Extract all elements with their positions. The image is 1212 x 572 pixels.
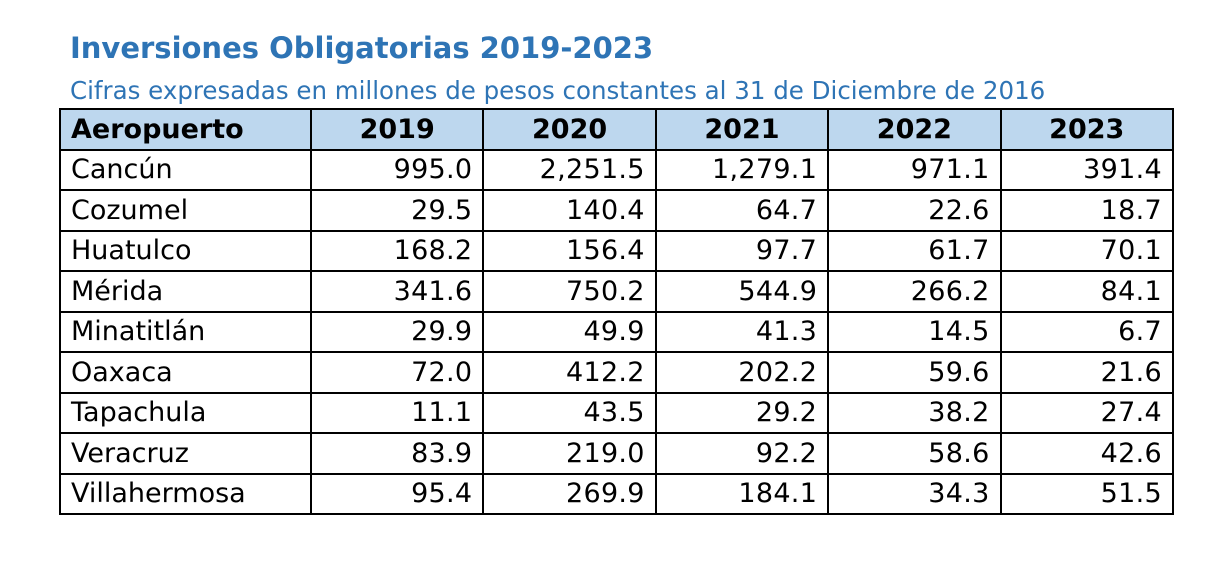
airport-name-cell: Mérida (60, 271, 311, 312)
column-header-2023: 2023 (1001, 109, 1173, 150)
value-cell-2023: 391.4 (1001, 150, 1173, 191)
airport-name-cell: Veracruz (60, 433, 311, 474)
table-row: Oaxaca 72.0 412.2 202.2 59.6 21.6 (60, 352, 1173, 393)
table-row: Tapachula 11.1 43.5 29.2 38.2 27.4 (60, 393, 1173, 434)
airport-name-cell: Cancún (60, 150, 311, 191)
value-cell-2022: 22.6 (828, 190, 1000, 231)
value-cell-2021: 184.1 (656, 474, 828, 515)
value-cell-2022: 14.5 (828, 312, 1000, 353)
value-cell-2019: 168.2 (311, 231, 483, 272)
value-cell-2021: 202.2 (656, 352, 828, 393)
page-subtitle: Cifras expresadas en millones de pesos c… (70, 74, 1045, 108)
value-cell-2019: 29.5 (311, 190, 483, 231)
value-cell-2020: 2,251.5 (483, 150, 655, 191)
value-cell-2021: 92.2 (656, 433, 828, 474)
airport-name-cell: Tapachula (60, 393, 311, 434)
value-cell-2023: 18.7 (1001, 190, 1173, 231)
airport-name-cell: Villahermosa (60, 474, 311, 515)
value-cell-2019: 341.6 (311, 271, 483, 312)
value-cell-2020: 412.2 (483, 352, 655, 393)
value-cell-2019: 83.9 (311, 433, 483, 474)
value-cell-2022: 38.2 (828, 393, 1000, 434)
value-cell-2021: 544.9 (656, 271, 828, 312)
column-header-2020: 2020 (483, 109, 655, 150)
value-cell-2021: 97.7 (656, 231, 828, 272)
value-cell-2022: 59.6 (828, 352, 1000, 393)
value-cell-2022: 61.7 (828, 231, 1000, 272)
airport-name-cell: Cozumel (60, 190, 311, 231)
value-cell-2023: 70.1 (1001, 231, 1173, 272)
investments-table: Aeropuerto 2019 2020 2021 2022 2023 Canc… (59, 108, 1174, 515)
column-header-2021: 2021 (656, 109, 828, 150)
airport-name-cell: Huatulco (60, 231, 311, 272)
table-row: Mérida 341.6 750.2 544.9 266.2 84.1 (60, 271, 1173, 312)
column-header-airport: Aeropuerto (60, 109, 311, 150)
value-cell-2019: 72.0 (311, 352, 483, 393)
value-cell-2023: 27.4 (1001, 393, 1173, 434)
value-cell-2020: 140.4 (483, 190, 655, 231)
airport-name-cell: Minatitlán (60, 312, 311, 353)
value-cell-2023: 21.6 (1001, 352, 1173, 393)
value-cell-2020: 43.5 (483, 393, 655, 434)
value-cell-2022: 34.3 (828, 474, 1000, 515)
value-cell-2021: 41.3 (656, 312, 828, 353)
table-row: Cozumel 29.5 140.4 64.7 22.6 18.7 (60, 190, 1173, 231)
value-cell-2020: 219.0 (483, 433, 655, 474)
table-row: Huatulco 168.2 156.4 97.7 61.7 70.1 (60, 231, 1173, 272)
value-cell-2020: 49.9 (483, 312, 655, 353)
value-cell-2022: 266.2 (828, 271, 1000, 312)
value-cell-2020: 269.9 (483, 474, 655, 515)
column-header-2022: 2022 (828, 109, 1000, 150)
value-cell-2023: 84.1 (1001, 271, 1173, 312)
value-cell-2020: 750.2 (483, 271, 655, 312)
value-cell-2023: 42.6 (1001, 433, 1173, 474)
value-cell-2021: 1,279.1 (656, 150, 828, 191)
table-row: Cancún 995.0 2,251.5 1,279.1 971.1 391.4 (60, 150, 1173, 191)
value-cell-2020: 156.4 (483, 231, 655, 272)
airport-name-cell: Oaxaca (60, 352, 311, 393)
value-cell-2019: 95.4 (311, 474, 483, 515)
value-cell-2023: 51.5 (1001, 474, 1173, 515)
page-title: Inversiones Obligatorias 2019-2023 (70, 28, 653, 68)
value-cell-2023: 6.7 (1001, 312, 1173, 353)
table-row: Veracruz 83.9 219.0 92.2 58.6 42.6 (60, 433, 1173, 474)
value-cell-2021: 29.2 (656, 393, 828, 434)
value-cell-2022: 971.1 (828, 150, 1000, 191)
value-cell-2019: 995.0 (311, 150, 483, 191)
value-cell-2019: 11.1 (311, 393, 483, 434)
table-row: Minatitlán 29.9 49.9 41.3 14.5 6.7 (60, 312, 1173, 353)
value-cell-2022: 58.6 (828, 433, 1000, 474)
table-header-row: Aeropuerto 2019 2020 2021 2022 2023 (60, 109, 1173, 150)
table-row: Villahermosa 95.4 269.9 184.1 34.3 51.5 (60, 474, 1173, 515)
value-cell-2021: 64.7 (656, 190, 828, 231)
column-header-2019: 2019 (311, 109, 483, 150)
value-cell-2019: 29.9 (311, 312, 483, 353)
